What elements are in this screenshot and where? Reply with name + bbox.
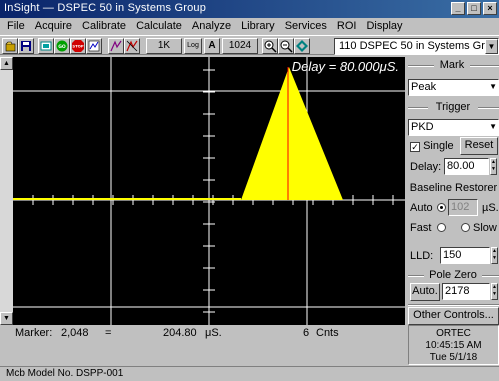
- check-icon[interactable]: ✓: [410, 142, 420, 152]
- menu-display[interactable]: Display: [366, 20, 403, 32]
- chevron-down-icon[interactable]: ▼: [485, 39, 498, 54]
- menu-bar: File Acquire Calibrate Calculate Analyze…: [0, 18, 499, 34]
- marker-unit: μS.: [205, 327, 222, 339]
- center-icon[interactable]: [294, 38, 310, 54]
- slow-radio[interactable]: [461, 223, 470, 232]
- ortec-clock: ORTEC 10:45:15 AM Tue 5/1/18: [408, 325, 499, 365]
- baseline-title: Baseline Restorer: [408, 182, 499, 194]
- auto-radio[interactable]: [437, 203, 446, 212]
- auto-time-input: 102: [448, 199, 478, 216]
- reset-button[interactable]: Reset: [460, 137, 498, 155]
- marker-status: Marker: 2,048 = 204.80 μS. 6 Cnts: [13, 326, 405, 341]
- ortec-date: Tue 5/1/18: [429, 352, 478, 363]
- menu-library[interactable]: Library: [241, 20, 275, 32]
- pole-zero-auto-button[interactable]: Auto.: [410, 283, 440, 301]
- marker-equals: =: [105, 327, 112, 339]
- svg-text:GO: GO: [58, 44, 66, 50]
- auto-scale-button[interactable]: A: [204, 38, 220, 54]
- window-title: InSight — DSPEC 50 in Systems Group: [4, 2, 207, 14]
- trigger-select-value: PKD: [411, 121, 434, 133]
- scroll-down-icon[interactable]: ▼: [0, 312, 13, 325]
- fast-radio[interactable]: [437, 223, 446, 232]
- spectrum-grid: [13, 57, 405, 325]
- delay-label: Delay:: [410, 161, 442, 173]
- horizontal-scale-1024-button[interactable]: 1024: [222, 38, 258, 54]
- delay-readout: Delay = 80.000μS.: [291, 59, 399, 74]
- maximize-button[interactable]: □: [467, 2, 481, 15]
- spectrum-plot: [13, 57, 405, 325]
- mark-title: Mark: [434, 59, 470, 71]
- spectrum-peak: [241, 67, 343, 200]
- title-bar: InSight — DSPEC 50 in Systems Group _ □ …: [0, 0, 499, 18]
- auto-time-unit: µS.: [482, 202, 499, 214]
- pole-zero-spinner[interactable]: ▲ ▼: [491, 283, 498, 300]
- stop-icon[interactable]: STOP: [70, 38, 86, 54]
- delay-input[interactable]: 80.00: [444, 158, 489, 175]
- detector-select-value: 110 DSPEC 50 in Systems Gr: [339, 40, 485, 52]
- control-panel: Mark Peak ▼ Trigger PKD ▼ ✓ Single Reset…: [406, 57, 499, 366]
- pole-zero-input[interactable]: 2178: [442, 283, 490, 300]
- trigger-select[interactable]: PKD ▼: [408, 119, 499, 136]
- lld-label: LLD:: [410, 250, 434, 262]
- go-icon[interactable]: GO: [54, 38, 70, 54]
- trigger-title: Trigger: [428, 101, 478, 113]
- marker-counts: 6: [303, 327, 310, 339]
- vertical-scale-1k-button[interactable]: 1K: [146, 38, 182, 54]
- roi-mark-icon[interactable]: [108, 38, 124, 54]
- other-controls-button[interactable]: Other Controls...: [408, 307, 499, 325]
- menu-calibrate[interactable]: Calibrate: [82, 20, 127, 32]
- status-bar: Mcb Model No. DSPP-001: [0, 366, 499, 381]
- mark-select[interactable]: Peak ▼: [408, 79, 499, 96]
- single-label: Single: [423, 140, 454, 152]
- menu-services[interactable]: Services: [284, 20, 327, 32]
- log-scale-button[interactable]: Log: [184, 38, 202, 54]
- scroll-up-icon[interactable]: ▲: [0, 57, 13, 70]
- toolbar: GO STOP 1K Log A 1024 110 DSPEC 50 in Sy…: [0, 35, 499, 55]
- lld-input[interactable]: 150: [440, 247, 490, 264]
- fast-radio-label: Fast: [410, 222, 432, 234]
- roi-unmark-icon[interactable]: [124, 38, 140, 54]
- divider: [408, 304, 499, 306]
- ortec-name: ORTEC: [436, 328, 471, 339]
- mark-select-value: Peak: [411, 81, 437, 93]
- marker-label: Marker:: [15, 327, 53, 339]
- menu-analyze[interactable]: Analyze: [191, 20, 232, 32]
- minimize-button[interactable]: _: [451, 2, 465, 15]
- pole-zero-title: Pole Zero: [424, 269, 482, 281]
- auto-radio-label: Auto: [410, 202, 433, 214]
- chevron-down-icon[interactable]: ▼: [489, 122, 497, 131]
- marker-channel: 2,048: [61, 327, 89, 339]
- marker-counts-unit: Cnts: [316, 327, 339, 339]
- close-button[interactable]: ×: [483, 2, 497, 15]
- slow-radio-label: Slow: [473, 222, 497, 234]
- delay-spinner[interactable]: ▲ ▼: [490, 158, 497, 175]
- menu-file[interactable]: File: [7, 20, 25, 32]
- save-icon[interactable]: [18, 38, 34, 54]
- lld-spinner[interactable]: ▲ ▼: [491, 247, 498, 264]
- menu-roi[interactable]: ROI: [336, 20, 357, 32]
- menu-acquire[interactable]: Acquire: [34, 20, 73, 32]
- zoom-in-icon[interactable]: [262, 38, 278, 54]
- detector-icon[interactable]: [38, 38, 54, 54]
- chevron-down-icon[interactable]: ▼: [489, 82, 497, 91]
- menu-calculate[interactable]: Calculate: [136, 20, 182, 32]
- vertical-scrollbar[interactable]: ▲ ▼: [0, 57, 13, 325]
- open-file-icon[interactable]: [2, 38, 18, 54]
- detector-select[interactable]: 110 DSPEC 50 in Systems Gr ▼: [334, 38, 499, 55]
- zoom-out-icon[interactable]: [278, 38, 294, 54]
- ortec-time: 10:45:15 AM: [425, 340, 482, 351]
- marker-value: 204.80: [163, 327, 197, 339]
- clear-icon[interactable]: [86, 38, 102, 54]
- svg-text:STOP: STOP: [72, 44, 84, 49]
- single-checkbox[interactable]: ✓ Single: [410, 140, 454, 152]
- spectrum-display[interactable]: Delay = 80.000μS.: [13, 57, 405, 325]
